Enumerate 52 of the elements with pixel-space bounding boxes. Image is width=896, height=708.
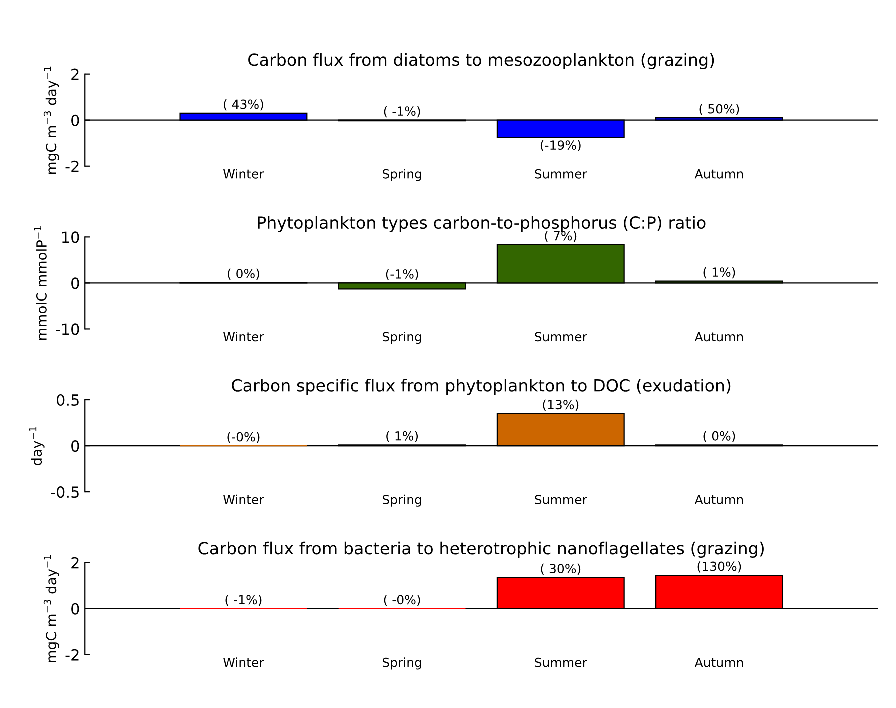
y-axis-title: day$^{−1}$ xyxy=(29,427,45,466)
annotation: ( 1%) xyxy=(704,267,736,279)
annotation: ( 0%) xyxy=(704,431,736,442)
x-tick-label: Winter xyxy=(224,658,264,668)
y-tick-label: 0 xyxy=(72,440,80,452)
annotation: ( -0%) xyxy=(384,594,420,606)
annotation: ( 0%) xyxy=(228,268,260,280)
x-tick-label: Summer xyxy=(535,332,588,342)
x-tick-label: Autumn xyxy=(694,495,744,505)
x-tick-label: Winter xyxy=(224,169,264,179)
x-tick-label: Summer xyxy=(535,495,588,505)
x-tick-label: Spring xyxy=(382,332,422,344)
x-tick-label: Winter xyxy=(224,494,264,505)
chart-title: Carbon specific flux from phytoplankton to DOC (exudation) xyxy=(232,379,731,396)
annotation: ( 50%) xyxy=(700,104,740,116)
chart-title: Carbon flux from diatoms to mesozooplankton (grazing) xyxy=(248,53,714,70)
annotation: ( -1%) xyxy=(226,594,262,606)
x-tick-label: Autumn xyxy=(694,658,744,668)
x-tick-label: Spring xyxy=(382,658,422,670)
annotation: ( 43%) xyxy=(224,100,264,111)
y-tick-label: 0 xyxy=(72,114,80,126)
y-tick-label: 0 xyxy=(72,603,80,615)
x-tick-label: Spring xyxy=(382,169,422,182)
y-axis-title: mmolC mmolP$^{−1}$ xyxy=(34,226,47,340)
annotation: (-0%) xyxy=(228,432,260,444)
annotation: ( 7%) xyxy=(545,231,577,242)
y-axis-title: mgC m$^{−3}$ day$^{−1}$ xyxy=(44,555,60,662)
x-tick-label: Spring xyxy=(382,494,422,507)
y-tick-label: -0.5 xyxy=(51,486,79,498)
y-tick-label: 0.5 xyxy=(56,394,79,406)
annotation: (-1%) xyxy=(386,269,418,280)
annotation: ( 30%) xyxy=(541,564,581,576)
annotation: (13%) xyxy=(543,400,579,412)
y-tick-label: -10 xyxy=(56,324,80,336)
x-tick-label: Autumn xyxy=(694,332,744,342)
annotation: (130%) xyxy=(698,562,742,573)
chart-title: Phytoplankton types carbon-to-phosphorus (C:P) ratio xyxy=(258,216,706,232)
annotation: ( -1%) xyxy=(384,106,420,118)
x-tick-label: Summer xyxy=(535,658,588,668)
y-tick-label: 0 xyxy=(72,278,80,290)
y-tick-label: 10 xyxy=(62,232,80,244)
x-tick-label: Summer xyxy=(535,169,588,179)
y-tick-label: -2 xyxy=(66,160,79,172)
y-tick-label: 2 xyxy=(72,557,79,569)
y-tick-label: -2 xyxy=(66,649,79,661)
x-tick-label: Winter xyxy=(224,332,264,342)
annotation: ( 1%) xyxy=(386,431,418,442)
chart-title: Carbon flux from bacteria to heterotrophic nanoflagellates (grazing) xyxy=(198,542,764,558)
annotation: (-19%) xyxy=(540,140,581,152)
y-axis-title: mgC m$^{−3}$ day$^{−1}$ xyxy=(44,66,60,174)
y-tick-label: 2 xyxy=(72,68,79,80)
x-tick-label: Autumn xyxy=(694,170,744,179)
